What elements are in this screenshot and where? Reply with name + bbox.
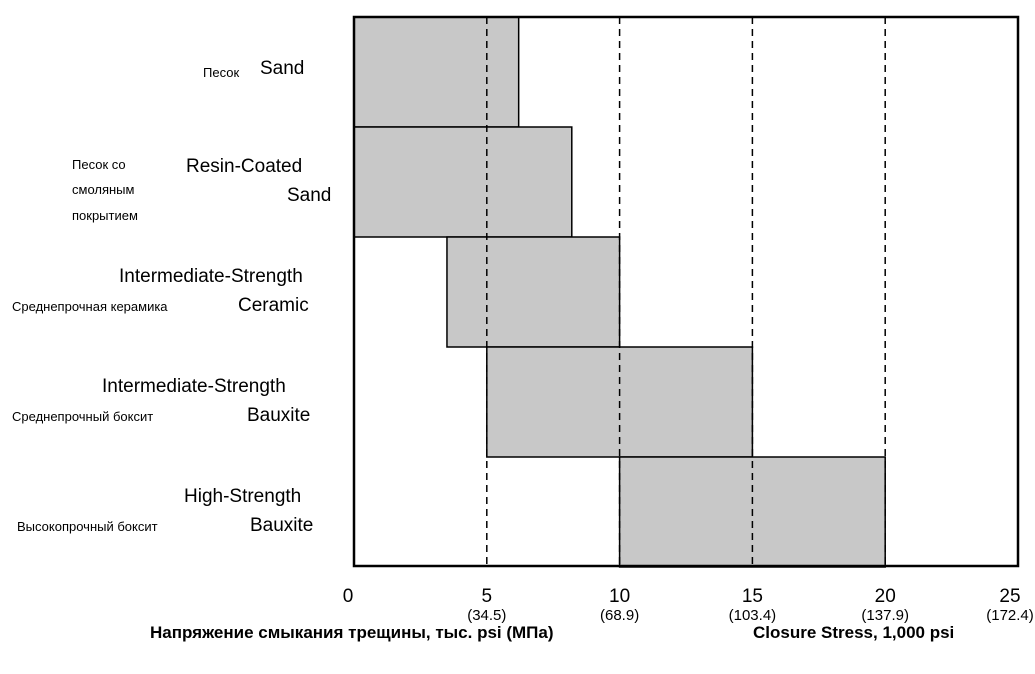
tick-sublabel-10: (68.9)	[600, 607, 639, 624]
tick-sublabel-5: (34.5)	[467, 607, 506, 624]
range-bar-2	[446, 236, 621, 348]
category-label-ru-1-1: смоляным	[72, 182, 135, 197]
tick-labels-layer: 0 5(34.5) 10(68.9) 15(103.4) 20(137.9) 25(172…	[343, 586, 1034, 624]
category-label-en-3-1: Bauxite	[247, 405, 311, 426]
tick-label-0: 0	[343, 586, 354, 607]
category-label-ru-0-0: Песок	[203, 65, 240, 80]
xlabel-en: Closure Stress, 1,000 psi	[753, 623, 955, 642]
tick-label-20: 20	[875, 586, 896, 607]
tick-label-10: 10	[609, 586, 630, 607]
category-label-en-2-1: Ceramic	[238, 295, 309, 316]
plot-frame	[352, 15, 1020, 568]
category-label-ru-1-2: покрытием	[72, 208, 138, 223]
xlabel-ru: Напряжение смыкания трещины, тыс. psi (М…	[150, 623, 554, 642]
category-label-en-0-0: Sand	[260, 58, 305, 79]
category-label-en-4-1: Bauxite	[250, 515, 314, 536]
tick-label-15: 15	[742, 586, 763, 607]
category-label-en-1-0: Resin-Coated	[186, 156, 303, 177]
tick-sublabel-25: (172.4)	[986, 607, 1034, 624]
tick-label-25: 25	[999, 586, 1020, 607]
range-bar-0	[353, 16, 520, 128]
tick-sublabel-20: (137.9)	[861, 607, 909, 624]
category-label-ru-1-0: Песок со	[72, 157, 126, 172]
tick-label-5: 5	[482, 586, 493, 607]
tick-sublabel-15: (103.4)	[729, 607, 777, 624]
category-label-en-3-0: Intermediate-Strength	[102, 376, 286, 397]
category-label-ru-4-0: Высокопрочный боксит	[17, 519, 158, 534]
bars-layer	[353, 16, 886, 568]
gridlines-layer	[486, 17, 886, 566]
range-bar-1	[353, 126, 573, 238]
category-label-ru-3-0: Среднепрочный боксит	[12, 409, 154, 424]
category-label-en-1-1: Sand	[287, 185, 332, 206]
category-label-en-4-0: High-Strength	[184, 486, 302, 507]
category-label-en-2-0: Intermediate-Strength	[119, 266, 303, 287]
category-label-ru-2-0: Среднепрочная керамика	[12, 299, 168, 314]
